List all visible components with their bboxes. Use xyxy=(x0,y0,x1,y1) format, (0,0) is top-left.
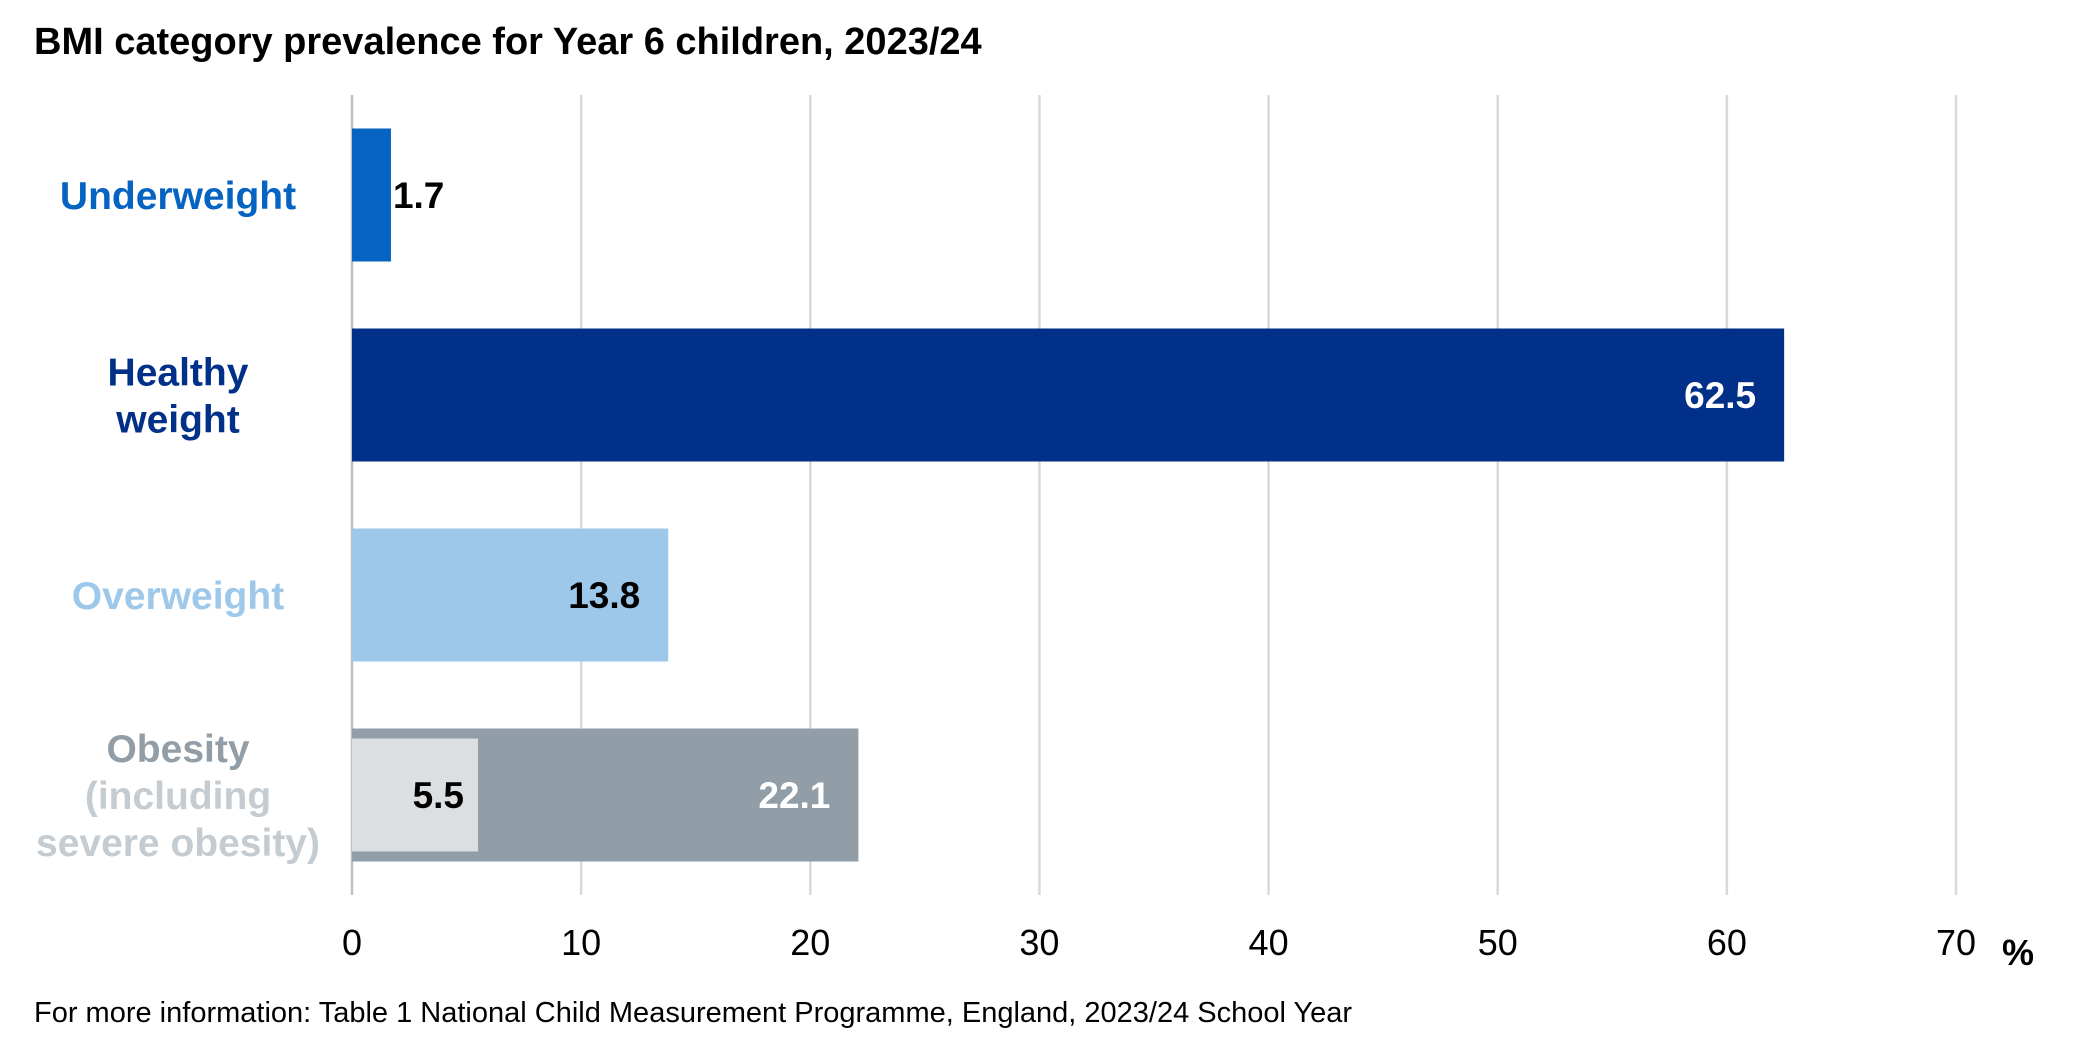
bar xyxy=(352,128,391,262)
category-label-line: (including xyxy=(85,775,271,818)
x-tick-label: 10 xyxy=(561,922,601,963)
x-axis-ticks: 0 10 20 30 40 50 60 70 xyxy=(342,922,1976,963)
x-tick-label: 60 xyxy=(1707,922,1747,963)
category-label-line: Underweight xyxy=(60,175,296,218)
category-label-line: severe obesity) xyxy=(36,822,320,865)
data-label: 13.8 xyxy=(568,575,640,616)
x-tick-label: 30 xyxy=(1019,922,1059,963)
category-label-line: Healthy xyxy=(108,352,249,395)
chart-title: BMI category prevalence for Year 6 child… xyxy=(34,21,982,63)
category-label: Underweight xyxy=(60,175,296,218)
data-label: 1.7 xyxy=(393,175,444,216)
x-tick-label: 0 xyxy=(342,922,362,963)
category-label-line: weight xyxy=(115,399,240,442)
category-label-line: Obesity xyxy=(106,728,249,771)
category-label-line: Overweight xyxy=(72,575,284,618)
x-tick-label: 20 xyxy=(790,922,830,963)
sub-bar xyxy=(352,738,479,852)
x-tick-label: 50 xyxy=(1478,922,1518,963)
footer-note: For more information: Table 1 National C… xyxy=(34,997,1352,1029)
x-axis-unit-label: % xyxy=(2002,932,2034,973)
x-tick-label: 40 xyxy=(1249,922,1289,963)
data-label: 62.5 xyxy=(1684,375,1756,416)
bars: 1.7 62.5 13.8 5.5 22.1 xyxy=(352,128,1785,862)
bar xyxy=(352,528,669,662)
x-tick-label: 70 xyxy=(1936,922,1976,963)
category-label: Obesity (including severe obesity) xyxy=(36,728,320,865)
bar xyxy=(352,328,1785,462)
grid-lines xyxy=(350,95,1958,895)
category-labels: Underweight Healthy weight Overweight Obesit… xyxy=(36,175,320,865)
data-label: 22.1 xyxy=(758,775,830,816)
category-label: Overweight xyxy=(72,575,284,618)
data-label: 5.5 xyxy=(413,775,464,816)
category-label: Healthy weight xyxy=(108,352,249,442)
